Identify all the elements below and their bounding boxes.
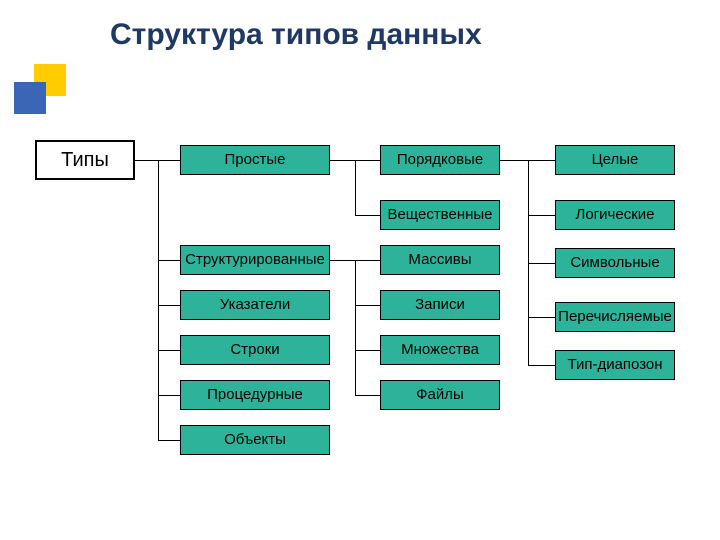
node-col3-0: Целые: [555, 145, 675, 175]
node-label: Символьные: [570, 255, 659, 272]
node-label: Порядковые: [397, 152, 483, 169]
node-col1-3: Строки: [180, 335, 330, 365]
node-label: Файлы: [416, 387, 464, 404]
node-col2-0: Порядковые: [380, 145, 500, 175]
node-root-label: Типы: [61, 149, 109, 171]
slide: { "title": { "text": "Структура типов да…: [0, 0, 720, 540]
decor-square-blue: [14, 82, 46, 114]
node-col2-4: Множества: [380, 335, 500, 365]
node-col1-5: Объекты: [180, 425, 330, 455]
node-label: Объекты: [224, 432, 286, 449]
node-col1-0: Простые: [180, 145, 330, 175]
node-col3-2: Символьные: [555, 248, 675, 278]
node-root: Типы: [35, 140, 135, 180]
node-label: Строки: [230, 342, 279, 359]
node-col1-2: Указатели: [180, 290, 330, 320]
node-col2-5: Файлы: [380, 380, 500, 410]
node-label: Логические: [576, 207, 655, 224]
node-col1-4: Процедурные: [180, 380, 330, 410]
node-col3-4: Тип-диапозон: [555, 350, 675, 380]
node-label: Процедурные: [207, 387, 303, 404]
node-label: Перечисляемые: [558, 309, 672, 326]
node-col2-1: Вещественные: [380, 200, 500, 230]
node-label: Записи: [415, 297, 465, 314]
node-label: Целые: [592, 152, 639, 169]
node-label: Тип-диапозон: [567, 357, 662, 374]
node-label: Массивы: [408, 252, 471, 269]
node-col3-3: Перечисляемые: [555, 302, 675, 332]
node-col2-3: Записи: [380, 290, 500, 320]
node-label: Вещественные: [387, 207, 492, 224]
node-col2-2: Массивы: [380, 245, 500, 275]
slide-title: Структура типов данных: [110, 18, 482, 52]
node-label: Простые: [225, 152, 286, 169]
node-col1-1: Структурированные: [180, 245, 330, 275]
node-label: Структурированные: [185, 252, 325, 269]
node-label: Указатели: [220, 297, 291, 314]
node-label: Множества: [401, 342, 479, 359]
node-col3-1: Логические: [555, 200, 675, 230]
